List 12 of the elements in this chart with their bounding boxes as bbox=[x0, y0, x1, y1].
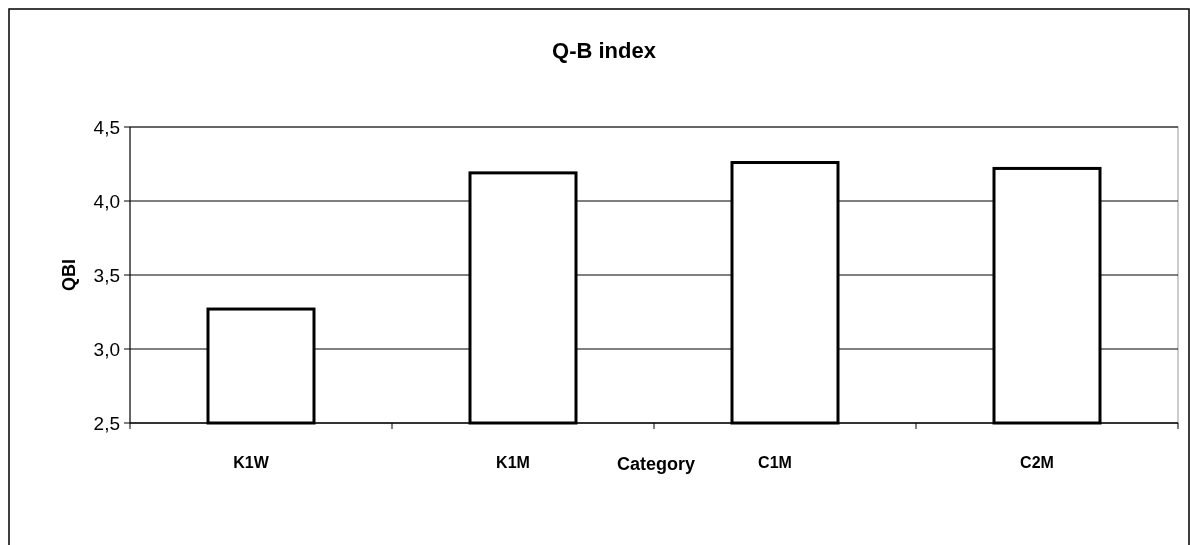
y-tick-label: 4,0 bbox=[93, 190, 120, 212]
y-tick-label: 2,5 bbox=[93, 412, 120, 434]
y-tick-label: 4,5 bbox=[93, 116, 120, 138]
x-tick-label: K1W bbox=[233, 454, 270, 471]
y-tick-label: 3,5 bbox=[93, 264, 120, 286]
y-tick-label: 3,0 bbox=[93, 338, 120, 360]
x-axis-title: Category bbox=[616, 454, 696, 474]
x-tick-label: K1M bbox=[496, 454, 530, 471]
y-axis-title: QBI bbox=[59, 258, 79, 292]
x-tick-label: C2M bbox=[1020, 454, 1054, 471]
chart-title: Q-B index bbox=[552, 38, 657, 63]
x-tick-label: C1M bbox=[758, 454, 792, 471]
